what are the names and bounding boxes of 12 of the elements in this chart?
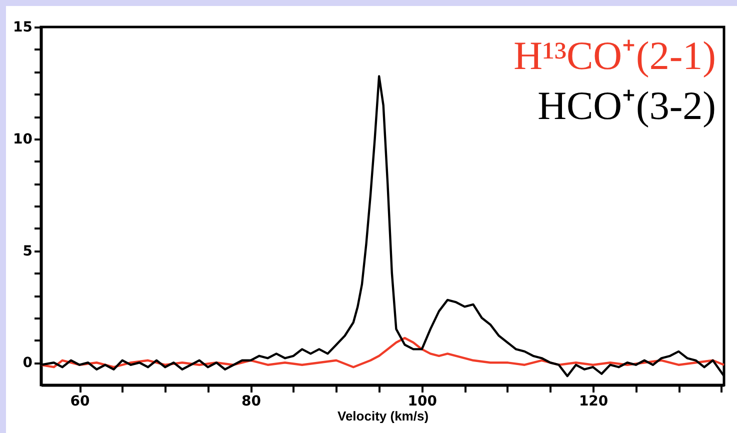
x-tick-label: 120 bbox=[578, 394, 608, 410]
x-tick-label: 80 bbox=[241, 394, 262, 410]
x-tick-label: 60 bbox=[70, 394, 90, 410]
y-tick-label: 5 bbox=[22, 243, 32, 260]
line-series bbox=[40, 336, 726, 368]
y-tick-label: 10 bbox=[13, 131, 33, 148]
x-tick-label: 100 bbox=[408, 394, 438, 410]
text: H¹³CO⁺(2-1) bbox=[514, 33, 716, 78]
text: HCO⁺(3-2) bbox=[538, 83, 716, 128]
y-tick-label: 0 bbox=[22, 355, 33, 372]
x-axis-title: Velocity (km/s) bbox=[337, 408, 429, 424]
y-tick-label: 15 bbox=[13, 20, 32, 36]
